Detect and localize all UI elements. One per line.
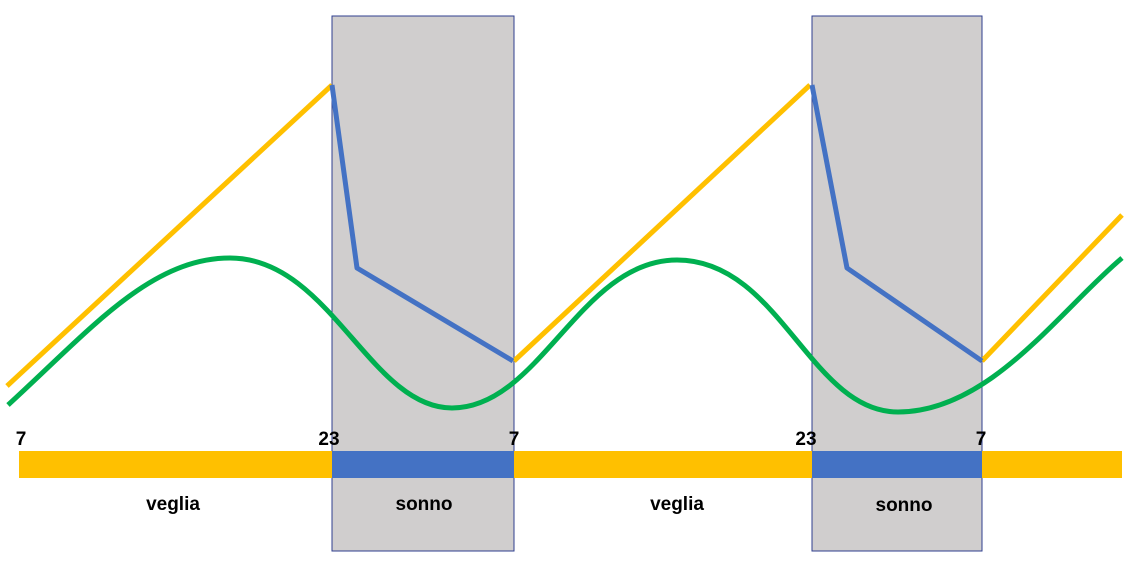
hour-label: 7 xyxy=(16,429,27,450)
process-c xyxy=(6,255,1124,415)
process-s-decay xyxy=(329,84,515,364)
wake-bar xyxy=(514,451,812,478)
sleep-bar xyxy=(812,451,982,478)
process-s-rise xyxy=(980,213,1124,363)
phase-label: sonno xyxy=(396,494,453,515)
process-s-rise xyxy=(512,83,812,363)
phase-label: veglia xyxy=(146,494,200,515)
hour-label: 23 xyxy=(795,429,816,450)
hour-label: 23 xyxy=(318,429,339,450)
process-s-rise xyxy=(5,83,334,388)
hour-label: 7 xyxy=(509,429,520,450)
wake-bar xyxy=(982,451,1122,478)
sleep-bar xyxy=(332,451,514,478)
process-s-decay xyxy=(809,84,984,364)
wake-bar xyxy=(19,451,332,478)
phase-label: sonno xyxy=(876,495,933,516)
hour-label: 7 xyxy=(976,429,987,450)
phase-label: veglia xyxy=(650,494,704,515)
